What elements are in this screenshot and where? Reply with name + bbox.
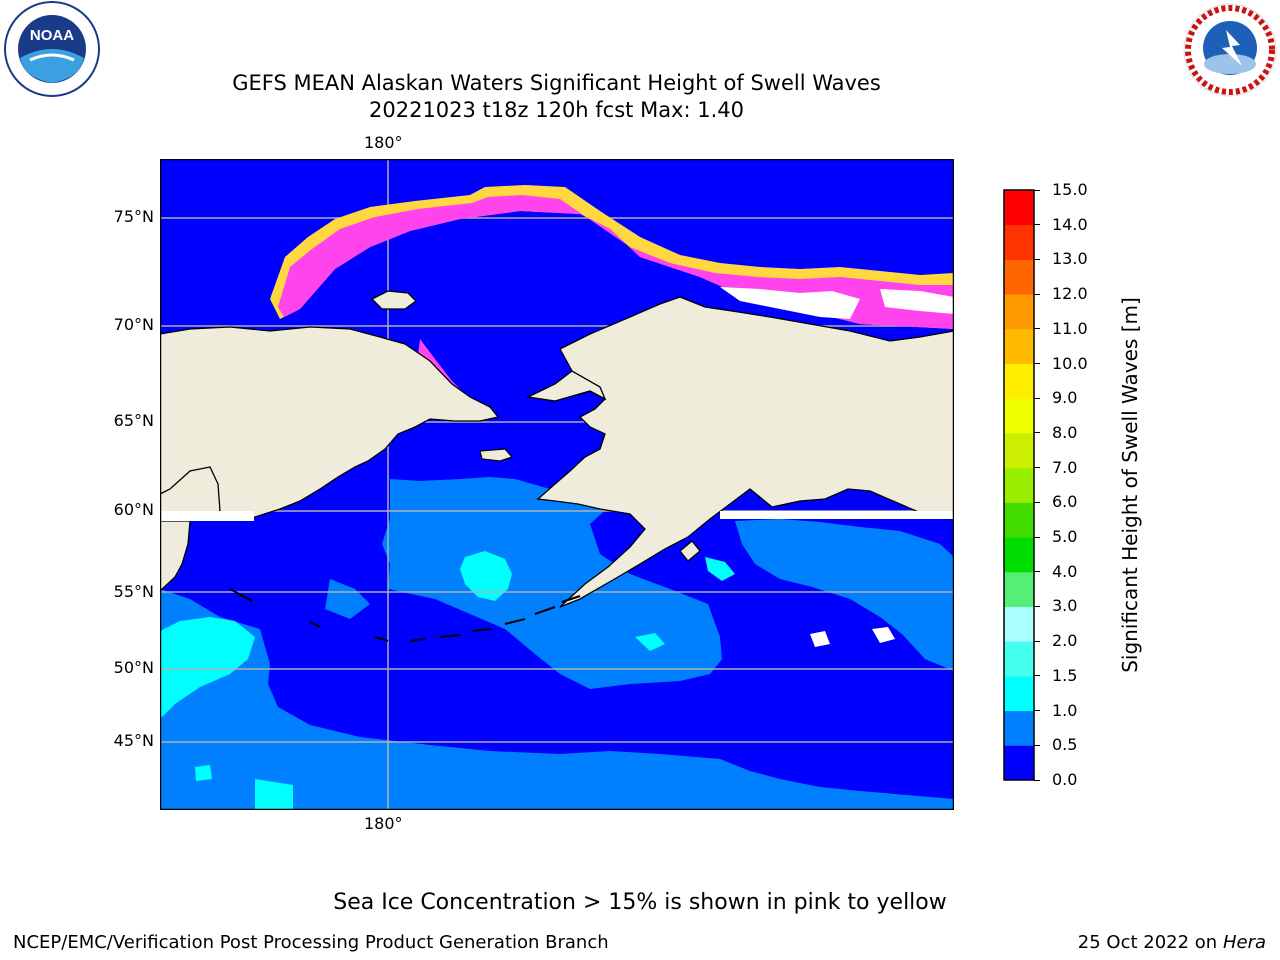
no-data-strip [720, 511, 954, 519]
colorbar-tick-mark [1034, 293, 1040, 295]
colorbar-tick-label: 10.0 [1052, 353, 1088, 373]
footer-date: 25 Oct 2022 on Hera [1078, 932, 1266, 953]
land-kodiak-island [679, 540, 701, 562]
lon-label-bottom: 180° [364, 814, 403, 833]
colorbar-tick-mark [1034, 363, 1040, 365]
colorbar-segment [1004, 606, 1034, 642]
swell-zone-0.5-1.0 [382, 477, 722, 689]
nws-logo [1178, 0, 1280, 104]
colorbar-tick-label: 0.0 [1052, 770, 1078, 789]
swell-zone-1.0-1.5 [460, 551, 512, 601]
swell-zone-1.0-1.5 [635, 633, 665, 651]
land-alaska [525, 296, 955, 608]
colorbar-segment [1004, 571, 1034, 607]
colorbar-segment [1004, 259, 1034, 295]
colorbar-tick-label: 2.0 [1052, 631, 1078, 651]
colorbar-segment [1004, 641, 1034, 677]
colorbar-segment [1004, 190, 1034, 226]
swell-zone-1.0-1.5 [160, 617, 255, 719]
swell-zone-0.5-1.0 [325, 579, 370, 619]
colorbar-segment [1004, 328, 1034, 365]
colorbar-tick-label: 4.0 [1052, 561, 1078, 581]
chart-subtitle: 20221023 t18z 120h fcst Max: 1.40 [369, 98, 744, 122]
colorbar [1003, 189, 1035, 785]
colorbar-tick-mark [1034, 189, 1040, 191]
swell-zone-1.0-1.5 [255, 779, 293, 810]
land-st-lawrence-island [479, 448, 514, 462]
colorbar-tick-mark [1034, 640, 1040, 642]
swell-zone-1.0-1.5 [195, 765, 212, 781]
colorbar-tick-label: 1.5 [1052, 665, 1078, 685]
colorbar-frame [1003, 189, 1035, 781]
lat-label-55: 55°N [113, 582, 154, 601]
colorbar-tick-mark [1034, 571, 1040, 573]
no-data-patch [872, 627, 895, 643]
colorbar-tick-mark [1034, 675, 1040, 677]
colorbar-tick-label: 12.0 [1052, 284, 1088, 304]
colorbar-tick-label: 9.0 [1052, 388, 1078, 408]
colorbar-tick-label: 1.0 [1052, 700, 1078, 720]
colorbar-tick-mark [1034, 710, 1040, 712]
swell-zone-0.5-1.0 [735, 519, 954, 671]
swell-height-map [159, 158, 955, 814]
footer-date-text: 25 Oct 2022 on [1077, 932, 1223, 953]
colorbar-tick-mark [1034, 605, 1040, 607]
colorbar-segment [1004, 224, 1034, 260]
land-siberia [159, 326, 500, 522]
colorbar-segment [1004, 467, 1034, 503]
aleutian-islands [229, 588, 581, 642]
colorbar-tick-mark [1034, 328, 1040, 330]
colorbar-title: Significant Height of Swell Waves [m] [1118, 297, 1142, 673]
colorbar-tick-label: 7.0 [1052, 457, 1078, 477]
colorbar-tick-mark [1034, 432, 1040, 434]
colorbar-tick-mark [1034, 744, 1040, 746]
lat-label-45: 45°N [113, 731, 154, 750]
lat-label-60: 60°N [113, 500, 154, 519]
colorbar-tick-label: 13.0 [1052, 249, 1088, 269]
colorbar-segment [1004, 502, 1034, 538]
lon-label-top: 180° [364, 133, 403, 152]
no-data-patch [810, 631, 830, 647]
lat-label-50: 50°N [113, 658, 154, 677]
colorbar-tick-mark [1034, 467, 1040, 469]
noaa-logo-text: NOAA [30, 27, 74, 44]
lat-label-70: 70°N [113, 315, 154, 334]
colorbar-tick-mark [1034, 397, 1040, 399]
colorbar-tick-label: 11.0 [1052, 318, 1088, 338]
colorbar-tick-label: 3.0 [1052, 596, 1078, 616]
colorbar-tick-mark [1034, 258, 1040, 260]
colorbar-segment [1004, 363, 1034, 399]
colorbar-segment [1004, 710, 1034, 746]
colorbar-segment [1004, 432, 1034, 469]
footer-machine: Hera [1222, 932, 1266, 953]
colorbar-tick-label: 6.0 [1052, 492, 1078, 512]
lat-label-65: 65°N [113, 411, 154, 430]
colorbar-tick-label: 8.0 [1052, 422, 1078, 442]
map-frame [159, 158, 955, 811]
chart-title: GEFS MEAN Alaskan Waters Significant Hei… [232, 71, 881, 95]
colorbar-tick-mark [1034, 536, 1040, 538]
colorbar-tick-label: 15.0 [1052, 180, 1088, 199]
colorbar-segment [1004, 294, 1034, 330]
lat-label-75: 75°N [113, 207, 154, 226]
colorbar-segment [1004, 398, 1034, 434]
colorbar-segment [1004, 537, 1034, 573]
colorbar-tick-label: 0.5 [1052, 735, 1078, 755]
footer-branch: NCEP/EMC/Verification Post Processing Pr… [13, 932, 609, 953]
colorbar-segment [1004, 745, 1034, 781]
noaa-logo: NOAA [0, 0, 104, 104]
no-data-strip [160, 511, 254, 521]
colorbar-tick-mark [1034, 501, 1040, 503]
colorbar-tick-mark [1034, 224, 1040, 226]
swell-zone-0.5-1.0 [160, 589, 954, 810]
colorbar-segment [1004, 675, 1034, 712]
colorbar-tick-mark [1034, 779, 1040, 781]
sea-ice-note: Sea Ice Concentration > 15% is shown in … [333, 890, 947, 915]
land-wrangel-island [370, 290, 417, 310]
colorbar-tick-label: 14.0 [1052, 214, 1088, 234]
sea-ice [270, 185, 954, 395]
land-seward-peninsula [525, 370, 607, 402]
colorbar-tick-label: 5.0 [1052, 527, 1078, 547]
swell-zone-1.0-1.5 [705, 557, 735, 581]
